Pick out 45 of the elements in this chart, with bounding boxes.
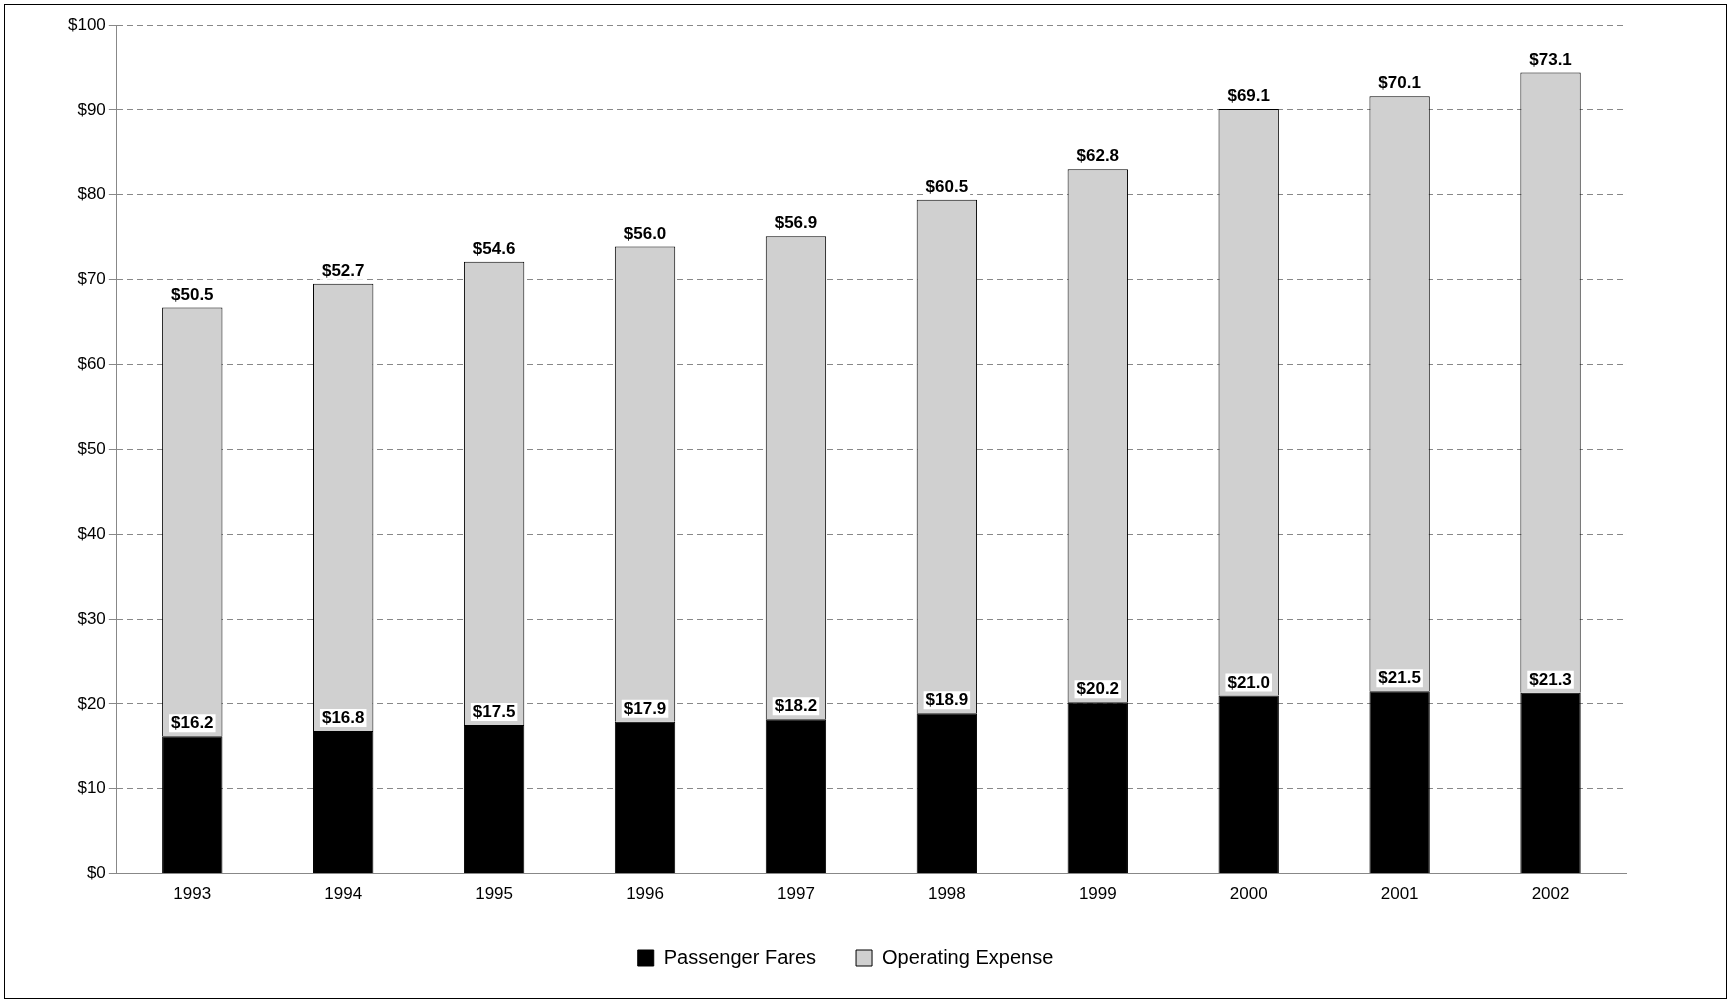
x-tick-label: 1997 xyxy=(777,884,815,904)
y-tick-label: $50 xyxy=(77,438,106,458)
data-label: $54.6 xyxy=(472,238,516,258)
data-label: $52.7 xyxy=(321,261,365,281)
y-tick-label: $40 xyxy=(77,523,106,543)
y-tick-label: $0 xyxy=(86,863,106,883)
x-tick-label: 2002 xyxy=(1531,884,1570,904)
x-tick-label: 1999 xyxy=(1078,884,1117,904)
data-label: $56.0 xyxy=(623,223,667,243)
x-tick-label: 1996 xyxy=(626,884,664,904)
data-label: $73.1 xyxy=(1529,49,1572,69)
bar xyxy=(1369,691,1430,874)
data-label: $21.5 xyxy=(1378,668,1421,688)
y-tick-label: $30 xyxy=(77,608,106,628)
y-tick-label: $100 xyxy=(67,14,106,34)
legend-label: Operating Expense xyxy=(882,945,1054,968)
x-tick-label: 2001 xyxy=(1380,884,1419,904)
bar xyxy=(1520,692,1581,874)
data-label: $62.8 xyxy=(1076,146,1120,166)
y-tick-label: $60 xyxy=(77,354,106,374)
data-label: $56.9 xyxy=(774,213,818,233)
y-tick-label: $20 xyxy=(77,693,106,713)
data-label: $20.2 xyxy=(1076,679,1120,699)
data-label: $16.8 xyxy=(321,708,365,728)
y-tick-label: $90 xyxy=(77,99,106,119)
data-label: $18.9 xyxy=(925,690,969,710)
y-tick-label: $70 xyxy=(77,269,106,289)
legend-label: Passenger Fares xyxy=(663,945,817,968)
y-tick-label: $10 xyxy=(77,778,106,798)
data-label: $16.2 xyxy=(171,713,214,733)
data-label: $70.1 xyxy=(1378,73,1421,93)
x-tick-label: 1993 xyxy=(173,884,212,904)
x-tick-label: 1995 xyxy=(475,884,514,904)
data-label: $17.5 xyxy=(472,702,516,722)
data-label: $17.9 xyxy=(623,698,667,718)
x-tick-label: 1994 xyxy=(324,884,363,904)
data-label: $50.5 xyxy=(171,284,214,304)
data-label: $18.2 xyxy=(774,696,818,716)
data-label: $60.5 xyxy=(925,177,969,196)
x-tick-label: 1998 xyxy=(927,884,966,904)
x-tick-label: 2000 xyxy=(1229,884,1268,904)
y-tick-label: $80 xyxy=(77,184,106,204)
data-label: $69.1 xyxy=(1227,86,1270,106)
data-label: $21.3 xyxy=(1529,670,1572,690)
data-label: $21.0 xyxy=(1227,672,1270,692)
